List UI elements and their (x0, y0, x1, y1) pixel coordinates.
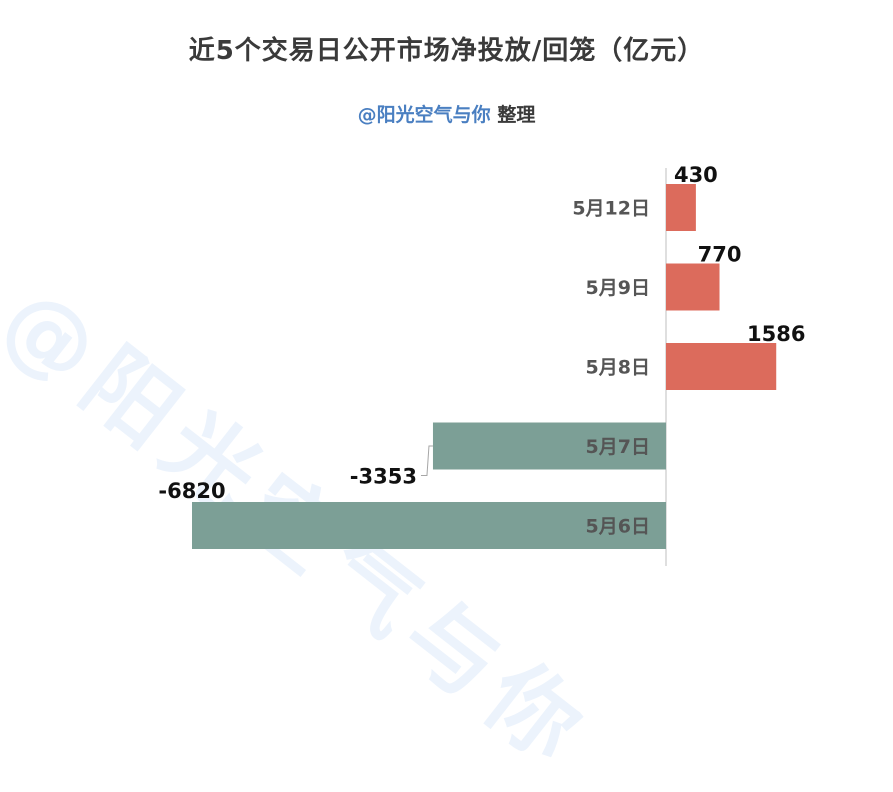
value-label: 1586 (747, 322, 805, 346)
bar (432, 422, 666, 470)
category-label: 5月6日 (586, 516, 650, 538)
value-label: -6820 (158, 479, 225, 503)
category-label: 5月7日 (586, 436, 650, 458)
value-label: 770 (698, 243, 742, 267)
value-label: 430 (674, 163, 718, 187)
chart-title: 近5个交易日公开市场净投放/回笼（亿元） (188, 36, 705, 66)
subtitle-handle: @阳光空气与你 (357, 104, 491, 126)
category-label: 5月9日 (586, 277, 650, 299)
bar (666, 184, 696, 231)
bar (666, 343, 777, 390)
bar (666, 263, 720, 311)
category-label: 5月12日 (572, 198, 650, 220)
value-label: -3353 (350, 465, 417, 489)
subtitle-suffix: 整理 (497, 104, 536, 126)
leader-line (420, 445, 433, 476)
bar (192, 502, 666, 549)
category-label: 5月8日 (586, 357, 650, 379)
bar-chart: 5月12日 430 5月9日 770 5月8日 1586 5月7日 -3353 5月6日 -682… (158, 163, 805, 566)
chart-subtitle: @阳光空气与你 整理 (0, 100, 893, 127)
